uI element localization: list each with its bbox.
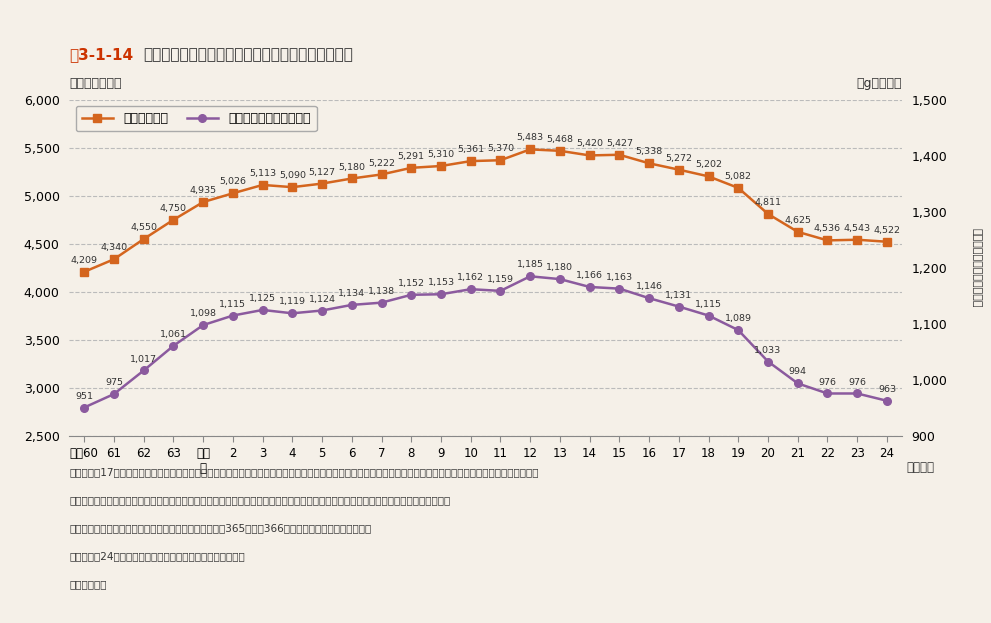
Text: 5,427: 5,427: [606, 139, 633, 148]
Text: 1,159: 1,159: [487, 275, 514, 284]
Text: 4,625: 4,625: [784, 216, 812, 225]
Text: 注１：平成17年度実績の取りまとめより「ごみ総排出量」は、廃棄物処理法に基づく「廃棄物の減量その他その適正な処理に関する施策の総合的かつ計画的な推進を: 注１：平成17年度実績の取りまとめより「ごみ総排出量」は、廃棄物処理法に基づく「…: [69, 467, 539, 477]
Text: 1,162: 1,162: [457, 273, 485, 282]
Text: 1,125: 1,125: [249, 294, 276, 303]
Text: 1,119: 1,119: [278, 297, 306, 307]
Text: 5,082: 5,082: [724, 172, 752, 181]
Text: 1,089: 1,089: [724, 314, 752, 323]
Text: 5,113: 5,113: [249, 169, 276, 178]
Text: 5,291: 5,291: [397, 152, 425, 161]
Text: 1,098: 1,098: [189, 309, 217, 318]
Text: （g／人日）: （g／人日）: [856, 77, 902, 90]
Text: 975: 975: [105, 378, 123, 387]
Text: 4,750: 4,750: [160, 204, 187, 213]
Text: １人－１日当りごみ排出量: １人－１日当りごみ排出量: [971, 228, 981, 308]
Text: 4,522: 4,522: [873, 226, 901, 235]
Text: 1,166: 1,166: [576, 271, 604, 280]
Text: 1,152: 1,152: [397, 279, 425, 288]
Text: 1,180: 1,180: [546, 263, 574, 272]
Text: 4,340: 4,340: [100, 244, 128, 252]
Text: ごみ総排出量と１人１日当たりごみ排出量の推移: ごみ総排出量と１人１日当たりごみ排出量の推移: [144, 47, 354, 62]
Text: （万トン／年）: （万トン／年）: [69, 77, 122, 90]
Text: 資料：環境省: 資料：環境省: [69, 579, 107, 589]
Text: 1,131: 1,131: [665, 291, 693, 300]
Text: 4,543: 4,543: [843, 224, 871, 233]
Text: 4,935: 4,935: [189, 186, 217, 195]
Text: 5,420: 5,420: [576, 140, 604, 148]
Text: 5,222: 5,222: [368, 158, 395, 168]
Text: 994: 994: [789, 368, 807, 376]
Text: 4,811: 4,811: [754, 198, 782, 207]
Text: 5,310: 5,310: [427, 150, 455, 159]
Text: 1,163: 1,163: [606, 273, 633, 282]
Text: 1,061: 1,061: [160, 330, 187, 339]
Text: 1,134: 1,134: [338, 289, 366, 298]
Text: 5,202: 5,202: [695, 161, 722, 169]
Text: 1,185: 1,185: [516, 260, 544, 269]
Text: 1,146: 1,146: [635, 282, 663, 291]
Legend: ごみ総排出量, １人１日当りごみ排出量: ごみ総排出量, １人１日当りごみ排出量: [75, 106, 317, 131]
Text: （年度）: （年度）: [907, 461, 935, 474]
Text: 1,017: 1,017: [130, 354, 158, 364]
Text: 951: 951: [75, 392, 93, 401]
Text: 5,026: 5,026: [219, 178, 247, 186]
Text: 図るための基本的な方針」における、「一般廃棄物の排出量（計画収集量＋直接搬入量＋資源ごみの集団回収量）」と同様とした。: 図るための基本的な方針」における、「一般廃棄物の排出量（計画収集量＋直接搬入量＋…: [69, 495, 451, 505]
Text: 5,483: 5,483: [516, 133, 544, 143]
Text: 1,115: 1,115: [219, 300, 247, 308]
Text: ３：平成24年度の総人口には、外国人人口を含んでいる。: ３：平成24年度の総人口には、外国人人口を含んでいる。: [69, 551, 245, 561]
Text: 976: 976: [819, 378, 836, 386]
Text: 5,127: 5,127: [308, 168, 336, 177]
Text: 4,209: 4,209: [70, 256, 98, 265]
Text: 4,550: 4,550: [130, 223, 158, 232]
Text: 1,124: 1,124: [308, 295, 336, 303]
Text: 1,153: 1,153: [427, 278, 455, 287]
Text: 5,090: 5,090: [278, 171, 306, 180]
Text: 5,370: 5,370: [487, 145, 514, 153]
Text: 5,180: 5,180: [338, 163, 366, 171]
Text: ２：１人１日当たりごみ排出量は総排出量を総人口＊365日又は366日でそれぞれ除した値である。: ２：１人１日当たりごみ排出量は総排出量を総人口＊365日又は366日でそれぞれ除…: [69, 523, 372, 533]
Text: 1,138: 1,138: [368, 287, 395, 296]
Text: 976: 976: [848, 378, 866, 386]
Text: 5,361: 5,361: [457, 145, 485, 154]
Text: 1,115: 1,115: [695, 300, 722, 308]
Text: 5,338: 5,338: [635, 148, 663, 156]
Text: 図3-1-14: 図3-1-14: [69, 47, 134, 62]
Text: 5,272: 5,272: [665, 154, 693, 163]
Text: 963: 963: [878, 385, 896, 394]
Text: 1,033: 1,033: [754, 346, 782, 354]
Text: 5,468: 5,468: [546, 135, 574, 144]
Text: 4,536: 4,536: [814, 224, 841, 234]
